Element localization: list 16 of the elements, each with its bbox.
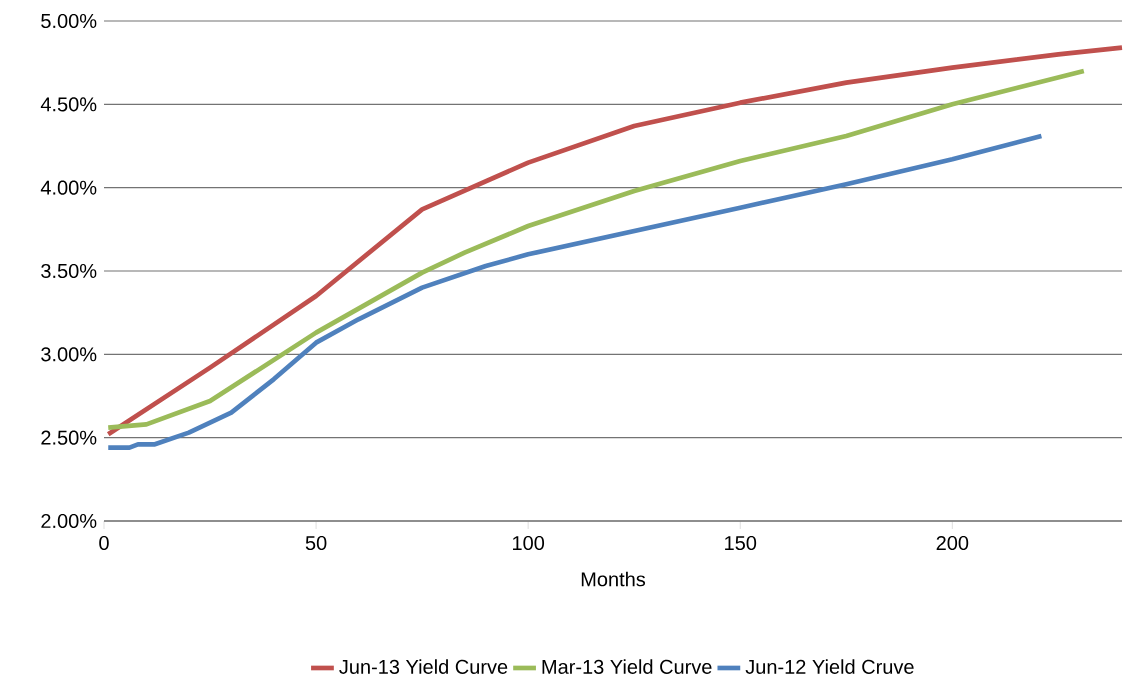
y-tick-label: 3.00% xyxy=(41,347,97,362)
x-tick-label: 200 xyxy=(936,535,969,551)
legend-label: Jun-12 Yield Cruve xyxy=(745,659,914,674)
x-axis-title: Months xyxy=(581,571,646,587)
y-tick-label: 4.50% xyxy=(40,97,97,112)
x-tick-label: 0 xyxy=(99,535,109,551)
x-tick-label: 50 xyxy=(305,535,327,551)
legend-label: Jun-13 Yield Curve xyxy=(339,659,508,674)
x-tick-label: 100 xyxy=(513,535,545,551)
x-tick-label: 150 xyxy=(725,535,757,551)
y-tick-label: 4.00% xyxy=(40,180,97,195)
y-tick-label: 2.50% xyxy=(41,430,97,445)
y-tick-label: 2.00% xyxy=(41,513,97,529)
legend-label: Mar-13 Yield Curve xyxy=(542,659,712,674)
y-tick-label: 5.00% xyxy=(41,13,97,29)
y-tick-label: 3.50% xyxy=(41,263,97,279)
